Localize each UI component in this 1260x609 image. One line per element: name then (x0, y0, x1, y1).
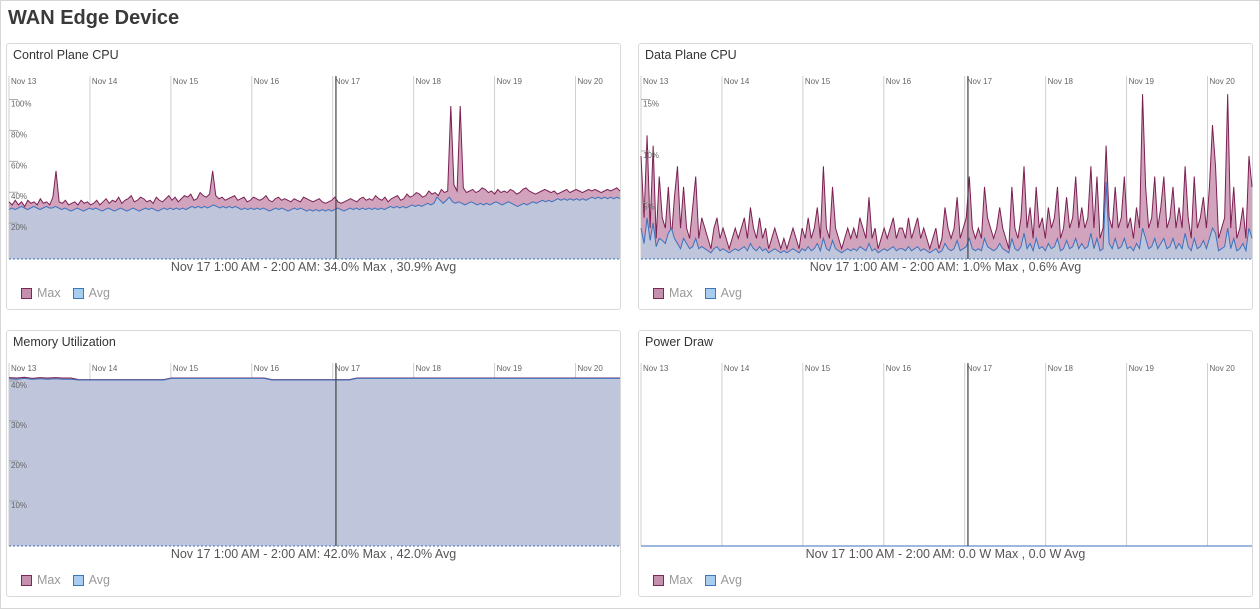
x-tick-label: Nov 19 (497, 77, 523, 86)
x-tick-label: Nov 14 (724, 364, 750, 373)
avg-series-area (9, 197, 620, 259)
max-series-line (640, 94, 1253, 251)
x-tick-label: Nov 13 (11, 364, 37, 373)
x-tick-label: Nov 20 (577, 77, 603, 86)
chart-summary: Nov 17 1:00 AM - 2:00 AM: 1.0% Max , 0.6… (809, 260, 1082, 274)
x-tick-label: Nov 18 (1048, 77, 1074, 86)
legend-max-label: Max (669, 573, 693, 587)
power-draw-panel: Power Draw Nov 13 Nov 14 Nov 15 Nov 16 Nov 1… (638, 330, 1253, 597)
y-tick-label: 5% (643, 202, 655, 211)
x-tick-label: Nov 15 (173, 364, 199, 373)
chart-summary: Nov 17 1:00 AM - 2:00 AM: 42.0% Max , 42… (170, 547, 457, 561)
panel-title: Memory Utilization (13, 335, 116, 349)
y-tick-label: 100% (11, 99, 31, 108)
legend-avg-swatch (72, 287, 84, 299)
chart-legend: Max Avg (653, 286, 754, 300)
legend-avg-swatch (72, 574, 84, 586)
data-plane-cpu-panel: Data Plane CPU Nov 13 Nov 14 Nov 15 Nov 16 N… (638, 43, 1253, 310)
x-tick-label: Nov 17 (335, 77, 361, 86)
x-tick-label: Nov 15 (173, 77, 199, 86)
legend-avg-swatch (704, 574, 716, 586)
chart-legend: Max Avg (21, 573, 122, 587)
legend-max-swatch (21, 574, 32, 586)
chart-summary: Nov 17 1:00 AM - 2:00 AM: 0.0 W Max , 0.… (805, 547, 1086, 561)
x-tick-label: Nov 17 (967, 77, 993, 86)
y-tick-label: 40% (11, 381, 27, 390)
avg-series-line (640, 181, 1253, 254)
x-tick-label: Nov 18 (416, 77, 442, 86)
legend-avg[interactable]: Avg (72, 573, 110, 587)
x-tick-label: Nov 14 (92, 364, 118, 373)
legend-max-swatch (653, 574, 664, 586)
power-draw-chart[interactable]: Nov 13 Nov 14 Nov 15 Nov 16 Nov 17 Nov 18 Nov … (639, 331, 1254, 598)
legend-avg-label: Avg (88, 573, 110, 587)
memory-utilization-panel: Memory Utilization Nov 13 Nov 14 Nov 15 Nov… (6, 330, 621, 597)
x-tick-label: Nov 20 (1209, 77, 1235, 86)
control-plane-cpu-chart[interactable]: Nov 13 Nov 14 Nov 15 Nov 16 Nov 17 Nov 18 Nov … (7, 44, 622, 311)
legend-avg-label: Avg (720, 286, 742, 300)
x-tick-label: Nov 13 (11, 77, 37, 86)
y-tick-label: 10% (11, 501, 27, 510)
y-tick-label: 40% (11, 192, 27, 201)
avg-series-area (641, 181, 1252, 259)
x-tick-label: Nov 19 (1129, 77, 1155, 86)
data-plane-cpu-chart[interactable]: Nov 13 Nov 14 Nov 15 Nov 16 Nov 17 Nov 18 Nov … (639, 44, 1254, 311)
legend-max[interactable]: Max (653, 286, 693, 300)
x-tick-label: Nov 17 (967, 364, 993, 373)
y-tick-label: 60% (11, 161, 27, 170)
control-plane-cpu-panel: Control Plane CPU Nov 13 Nov 14 Nov 15 Nov … (6, 43, 621, 310)
panel-title: Control Plane CPU (13, 48, 119, 62)
memory-utilization-chart[interactable]: Nov 13 Nov 14 Nov 15 Nov 16 Nov 17 Nov 18 Nov … (7, 331, 622, 598)
max-series-line (8, 105, 621, 208)
y-tick-label: 20% (11, 461, 27, 470)
x-tick-label: Nov 16 (886, 77, 912, 86)
legend-max[interactable]: Max (21, 573, 61, 587)
panel-title: Data Plane CPU (645, 48, 737, 62)
y-tick-label: 10% (643, 151, 659, 160)
x-tick-label: Nov 13 (643, 364, 669, 373)
avg-series-line (8, 377, 620, 381)
legend-max-label: Max (37, 286, 61, 300)
x-tick-label: Nov 15 (805, 364, 831, 373)
legend-avg-label: Avg (720, 573, 742, 587)
legend-max[interactable]: Max (21, 286, 61, 300)
legend-avg[interactable]: Avg (704, 573, 742, 587)
x-tick-label: Nov 17 (335, 364, 361, 373)
y-tick-label: 15% (643, 99, 659, 108)
y-tick-label: 30% (11, 421, 27, 430)
legend-avg[interactable]: Avg (704, 286, 742, 300)
x-tick-label: Nov 20 (1209, 364, 1235, 373)
legend-max-swatch (653, 287, 664, 299)
x-tick-label: Nov 14 (92, 77, 118, 86)
x-tick-label: Nov 18 (416, 364, 442, 373)
legend-max-swatch (21, 287, 32, 299)
chart-summary: Nov 17 1:00 AM - 2:00 AM: 34.0% Max , 30… (170, 260, 457, 274)
x-tick-label: Nov 19 (1129, 364, 1155, 373)
x-tick-label: Nov 13 (643, 77, 669, 86)
max-series-area (641, 94, 1252, 259)
x-tick-label: Nov 16 (254, 77, 280, 86)
chart-legend: Max Avg (21, 286, 122, 300)
avg-series-area (9, 378, 620, 546)
legend-avg[interactable]: Avg (72, 286, 110, 300)
y-tick-label: 80% (11, 130, 27, 139)
x-tick-label: Nov 20 (577, 364, 603, 373)
x-tick-label: Nov 16 (254, 364, 280, 373)
x-tick-label: Nov 16 (886, 364, 912, 373)
x-tick-label: Nov 15 (805, 77, 831, 86)
chart-legend: Max Avg (653, 573, 754, 587)
legend-avg-label: Avg (88, 286, 110, 300)
y-tick-label: 20% (11, 223, 27, 232)
legend-max[interactable]: Max (653, 573, 693, 587)
legend-max-label: Max (669, 286, 693, 300)
x-tick-label: Nov 18 (1048, 364, 1074, 373)
legend-max-label: Max (37, 573, 61, 587)
legend-avg-swatch (704, 287, 716, 299)
panel-title: Power Draw (645, 335, 714, 349)
x-tick-label: Nov 14 (724, 77, 750, 86)
page-title: WAN Edge Device (8, 7, 180, 29)
avg-series-line (8, 196, 621, 212)
x-tick-label: Nov 19 (497, 364, 523, 373)
